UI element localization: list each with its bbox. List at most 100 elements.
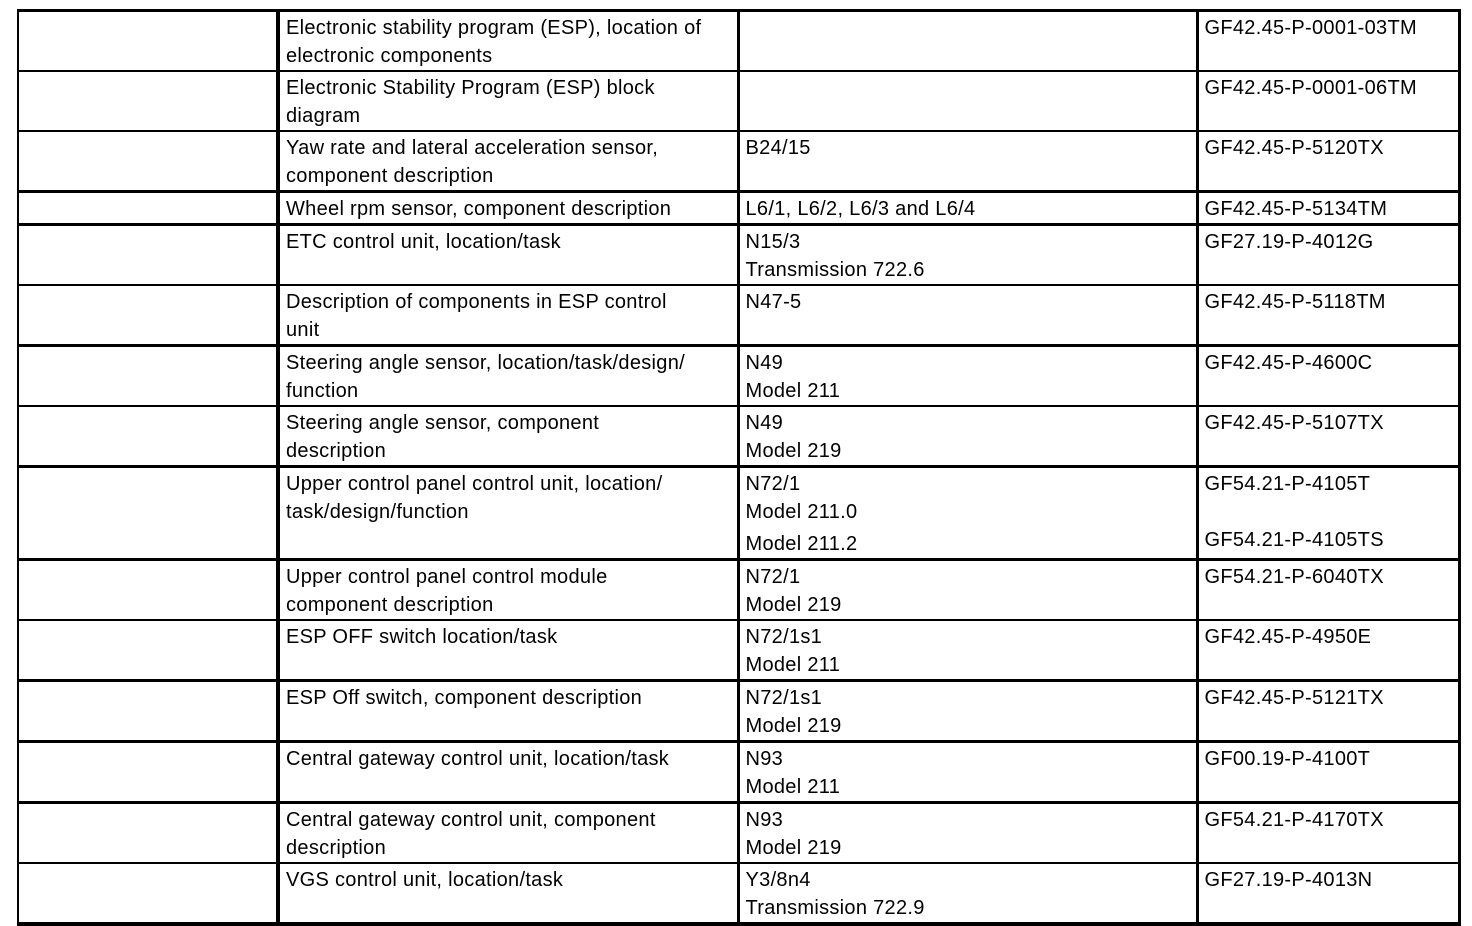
component-cell: N93 Model 219: [736, 801, 1197, 863]
document-code: GF54.21-P-4105T: [1204, 473, 1371, 495]
component-cell: [736, 70, 1197, 131]
description-line: Description of components in ESP control: [286, 291, 667, 313]
component-note: Model 211: [745, 776, 841, 798]
document-code: GF42.45-P-5120TX: [1204, 137, 1384, 159]
description-line: diagram: [286, 105, 361, 127]
table-row: VGS control unit, location/task Y3/8n4 T…: [17, 862, 1461, 926]
description-cell: Upper control panel control unit, locati…: [276, 465, 738, 560]
document-code: GF27.19-P-4012G: [1204, 231, 1374, 253]
description-line: description: [286, 837, 387, 859]
component-note: Model 211: [745, 380, 841, 402]
description-line: Upper control panel control module: [286, 566, 608, 588]
document-code-cell: GF27.19-P-4013N: [1195, 862, 1461, 926]
document-code: GF00.19-P-4100T: [1204, 748, 1371, 770]
description-line: Steering angle sensor, location/task/des…: [286, 352, 686, 374]
description-cell: Upper control panel control module compo…: [276, 558, 738, 620]
component-code: N15/3: [745, 231, 801, 253]
component-code: N47-5: [745, 291, 802, 313]
description-line: Electronic stability program (ESP), loca…: [286, 17, 702, 39]
description-line: Electronic Stability Program (ESP) block: [286, 77, 655, 99]
table-row: Upper control panel control module compo…: [17, 558, 1461, 620]
description-line: component description: [286, 594, 494, 616]
empty-cell: [17, 862, 278, 926]
description-cell: ESP OFF switch location/task: [276, 619, 738, 681]
document-code: GF42.45-P-5118TM: [1204, 291, 1386, 313]
document-code: GF42.45-P-4950E: [1204, 626, 1372, 648]
component-note: Model 219: [745, 715, 842, 737]
reference-table: Electronic stability program (ESP), loca…: [17, 9, 1461, 926]
document-code-cell: GF42.45-P-5121TX: [1195, 679, 1461, 742]
table-row: ESP OFF switch location/task N72/1s1 Mod…: [17, 619, 1461, 681]
component-note: Model 219: [745, 594, 842, 616]
component-note: Transmission 722.6: [745, 259, 925, 281]
component-note: Model 211.0: [745, 501, 858, 523]
description-cell: Electronic Stability Program (ESP) block…: [276, 70, 738, 131]
description-cell: Steering angle sensor, location/task/des…: [276, 344, 738, 406]
description-cell: ETC control unit, location/task: [276, 223, 738, 285]
document-code-cell: GF42.45-P-5134TM: [1195, 190, 1461, 225]
table-row: Central gateway control unit, location/t…: [17, 740, 1461, 803]
document-code: GF42.45-P-5121TX: [1204, 687, 1384, 709]
document-code: GF42.45-P-0001-03TM: [1204, 17, 1417, 39]
component-code: N93: [745, 809, 784, 831]
table-row: Wheel rpm sensor, component description …: [17, 190, 1461, 225]
component-cell: Y3/8n4 Transmission 722.9: [736, 862, 1197, 926]
component-note: Model 219: [745, 440, 842, 462]
empty-cell: [17, 405, 278, 467]
component-cell: N72/1s1 Model 211: [736, 619, 1197, 681]
document-code-cell: GF42.45-P-5120TX: [1195, 130, 1461, 192]
table-row: ETC control unit, location/task N15/3 Tr…: [17, 223, 1461, 285]
component-code: Y3/8n4: [745, 869, 811, 891]
table-row: ESP Off switch, component description N7…: [17, 679, 1461, 742]
document-code-cell: GF54.21-P-6040TX: [1195, 558, 1461, 620]
empty-cell: [17, 70, 278, 131]
document-code-cell: GF42.45-P-4950E: [1195, 619, 1461, 681]
document-code-cell: GF54.21-P-4105T GF54.21-P-4105TS: [1195, 465, 1461, 560]
component-note: Transmission 722.9: [745, 897, 925, 919]
description-line: task/design/function: [286, 501, 469, 523]
component-cell: N15/3 Transmission 722.6: [736, 223, 1197, 285]
document-code: GF54.21-P-4170TX: [1204, 809, 1384, 831]
empty-cell: [17, 679, 278, 742]
component-cell: N72/1 Model 211.0 Model 211.2: [736, 465, 1197, 560]
description-line: Yaw rate and lateral acceleration sensor…: [286, 137, 659, 159]
document-code: GF42.45-P-4600C: [1204, 352, 1373, 374]
document-code: GF42.45-P-5134TM: [1204, 198, 1388, 220]
document-code-cell: GF42.45-P-4600C: [1195, 344, 1461, 406]
empty-cell: [17, 190, 278, 225]
description-line: Steering angle sensor, component: [286, 412, 600, 434]
document-code: GF54.21-P-6040TX: [1204, 566, 1384, 588]
empty-cell: [17, 619, 278, 681]
component-code: N72/1s1: [745, 687, 823, 709]
component-cell: L6/1, L6/2, L6/3 and L6/4: [736, 190, 1197, 225]
component-code: B24/15: [745, 137, 811, 159]
description-cell: Yaw rate and lateral acceleration sensor…: [276, 130, 738, 192]
empty-cell: [17, 558, 278, 620]
document-code-cell: GF00.19-P-4100T: [1195, 740, 1461, 803]
description-cell: ESP Off switch, component description: [276, 679, 738, 742]
table-row: Steering angle sensor, component descrip…: [17, 405, 1461, 467]
component-code: L6/1, L6/2, L6/3 and L6/4: [745, 198, 976, 220]
component-code: N49: [745, 412, 784, 434]
description-line: Wheel rpm sensor, component description: [286, 198, 672, 220]
document-code-cell: GF42.45-P-5118TM: [1195, 284, 1461, 346]
description-line: ESP Off switch, component description: [286, 687, 643, 709]
component-code: N72/1: [745, 473, 801, 495]
document-code-cell: GF54.21-P-4170TX: [1195, 801, 1461, 863]
description-line: component description: [286, 165, 494, 187]
description-cell: Steering angle sensor, component descrip…: [276, 405, 738, 467]
description-line: Central gateway control unit, location/t…: [286, 748, 670, 770]
table-row: Central gateway control unit, component …: [17, 801, 1461, 863]
component-cell: N47-5: [736, 284, 1197, 346]
document-code-cell: GF42.45-P-5107TX: [1195, 405, 1461, 467]
description-line: Central gateway control unit, component: [286, 809, 656, 831]
empty-cell: [17, 284, 278, 346]
document-code: GF27.19-P-4013N: [1204, 869, 1373, 891]
description-cell: Wheel rpm sensor, component description: [276, 190, 738, 225]
table-row: Yaw rate and lateral acceleration sensor…: [17, 130, 1461, 192]
description-cell: Central gateway control unit, location/t…: [276, 740, 738, 803]
description-line: description: [286, 440, 387, 462]
document-code: GF42.45-P-5107TX: [1204, 412, 1384, 434]
component-cell: B24/15: [736, 130, 1197, 192]
document-code: GF54.21-P-4105TS: [1204, 529, 1384, 551]
